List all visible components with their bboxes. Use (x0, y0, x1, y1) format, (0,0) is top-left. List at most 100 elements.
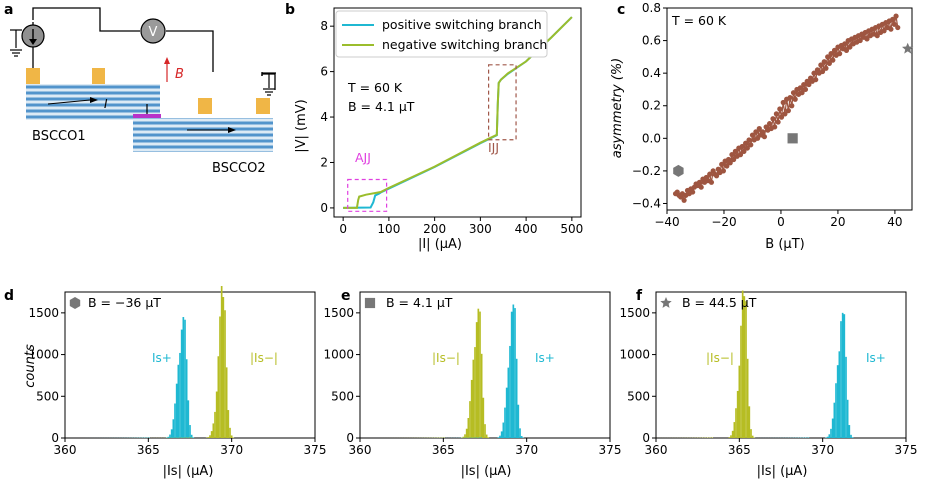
hist-tail-bar (145, 437, 147, 438)
hist-bar (748, 406, 751, 438)
hist-bar (217, 356, 220, 438)
hist-bar (475, 322, 478, 438)
hist-bar (848, 425, 851, 438)
asymmetry-point (777, 106, 783, 112)
hist-tail-bar (477, 437, 479, 438)
hist-bar (210, 431, 213, 438)
hist-bar (743, 296, 746, 438)
hist-bar (728, 437, 731, 438)
ajj-label: AJJ (355, 150, 371, 165)
ground-right-icon (262, 72, 276, 96)
junction-bar (133, 114, 161, 119)
x-tick-label: 370 (515, 443, 538, 457)
star-marker (902, 42, 914, 54)
hist-bar (505, 387, 508, 438)
hist-bar (507, 367, 510, 438)
hist-bar (477, 308, 480, 438)
panel-f-label: f (636, 288, 643, 304)
hist-bar (215, 391, 218, 438)
asymmetry-point (828, 51, 834, 57)
x-tick-label: 360 (645, 443, 668, 457)
hist-bar (482, 397, 485, 438)
hist-bar (751, 435, 754, 438)
asymmetry-chart: −40 −20 0 20 40 −0.4 −0.2 0.0 0.2 0.4 0.6 0.8 (632, 1, 914, 229)
hist-bar (464, 434, 466, 438)
bscco2-label: BSCCO2 (212, 161, 266, 176)
hist-d-xlabel: |Is| (μA) (163, 464, 214, 479)
hist-bar (741, 290, 744, 438)
asymmetry-point (792, 96, 798, 102)
hist-bar (474, 347, 476, 438)
hist-f-pos-label: Is+ (866, 351, 886, 365)
x-tick-label: 300 (469, 222, 492, 236)
hist-tail-bar (147, 437, 149, 438)
y-tick-label: 500 (36, 389, 59, 403)
plot-frame (359, 291, 611, 439)
square-marker (787, 133, 798, 144)
legend-positive-label: positive switching branch (382, 17, 542, 32)
hist-bar (207, 437, 210, 438)
iv-xlabel: |I| (μA) (418, 237, 462, 252)
x-tick-label: 100 (377, 222, 400, 236)
hist-bar (167, 436, 170, 438)
hist-bar (229, 427, 231, 438)
y-tick-label: 1000 (323, 348, 354, 362)
hist-tail-bar (443, 437, 445, 438)
hist-tail-bar (190, 437, 192, 438)
y-tick-label: 4 (320, 110, 328, 124)
hist-bar (220, 286, 223, 438)
asymmetry-point (743, 140, 749, 146)
hist-bar (192, 437, 195, 438)
hist-bar (484, 424, 486, 438)
asymmetry-point (811, 70, 817, 76)
asymmetry-point (857, 37, 863, 44)
y-tick-label: 8 (320, 19, 328, 33)
hist-d-pos-label: Is+ (152, 351, 172, 365)
hist-bar (179, 352, 181, 438)
hist-d-field: B = −36 μT (88, 295, 161, 310)
hist-bar (212, 423, 215, 438)
hist-tail-bar (480, 437, 482, 438)
asymmetry-point (775, 119, 781, 125)
asymmetry-point (891, 21, 897, 27)
y-tick-label: 1500 (28, 306, 59, 320)
y-tick-label: 0.8 (642, 1, 661, 15)
hist-bar (219, 316, 221, 438)
asymmetry-point (787, 94, 793, 101)
x-tick-label: 365 (432, 443, 455, 457)
y-tick-label: 0.6 (642, 34, 661, 48)
hist-bar (735, 408, 737, 438)
plot-frame (333, 7, 582, 218)
y-tick-label: 0 (320, 201, 328, 215)
x-tick-label: 200 (423, 222, 446, 236)
hist-bar (746, 358, 749, 438)
asym-temp-label: T = 60 K (671, 13, 727, 28)
panel-a-label: a (4, 2, 13, 18)
y-tick-label: 1500 (323, 306, 354, 320)
hist-tail-bar (187, 437, 189, 438)
hist-bar (730, 435, 732, 438)
asymmetry-point (881, 28, 887, 34)
asymmetry-point (831, 47, 838, 53)
asymmetry-point (830, 57, 836, 63)
asymmetry-point (766, 121, 773, 127)
asymmetry-point (806, 81, 812, 88)
hist-bar (467, 417, 470, 438)
asymmetry-point (732, 148, 738, 154)
hist-e-neg-label: |Is−| (432, 351, 460, 365)
x-tick-label: 0 (777, 215, 785, 229)
field-label: B (175, 67, 184, 82)
hist-bar (497, 437, 500, 438)
square-marker (364, 297, 376, 309)
panel-a: a V (4, 2, 276, 176)
y-tick-label: 1000 (619, 348, 650, 362)
y-tick-label: 1000 (28, 348, 59, 362)
hist-bar (185, 359, 188, 438)
hist-bar (190, 434, 193, 438)
hist-bar (500, 431, 503, 438)
hist-bar (504, 407, 506, 438)
hist-bar (184, 319, 186, 438)
asymmetry-point (819, 68, 826, 75)
hist-bar (189, 425, 191, 438)
x-tick-label: 40 (887, 215, 902, 229)
